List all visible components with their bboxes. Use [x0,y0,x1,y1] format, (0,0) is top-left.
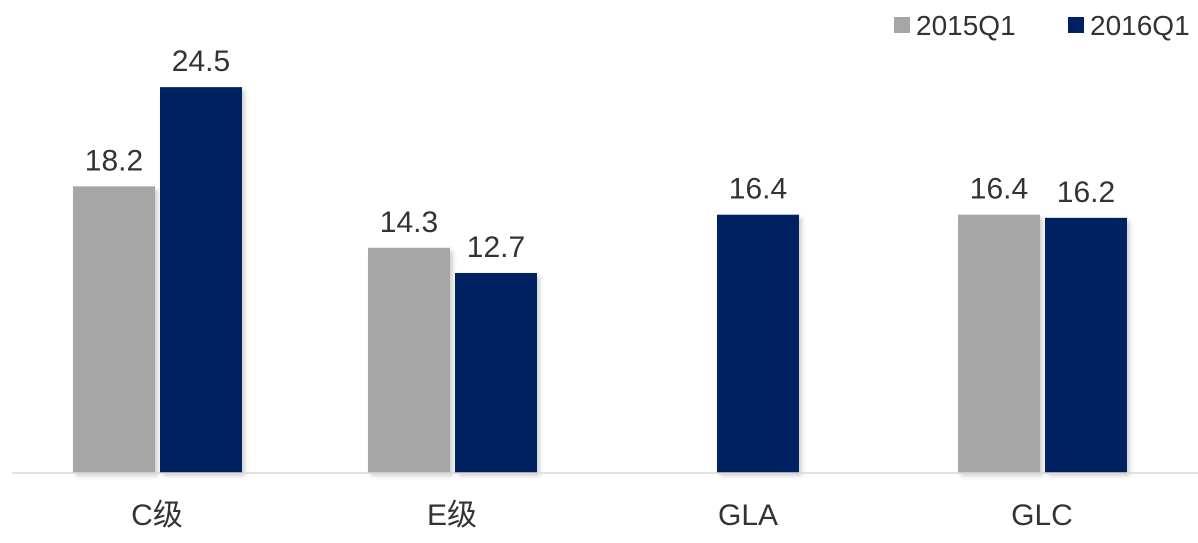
legend-swatch-2016q1 [1068,17,1084,33]
legend-label-2015q1: 2015Q1 [916,10,1016,41]
bar-e-2016q1 [455,272,537,473]
legend-label-2016q1: 2016Q1 [1090,10,1190,41]
bar-gla-2016q1 [717,214,799,473]
data-label-e-2015q1: 14.3 [380,206,438,239]
data-label-c-2015q1: 18.2 [85,144,143,177]
data-labels-group: 18.2 24.5 14.3 12.7 16.4 16.4 16.2 [85,45,1115,264]
bar-e-2015q1 [368,247,450,473]
category-label-gla: GLA [718,499,778,532]
legend: 2015Q1 2016Q1 [894,10,1190,41]
category-label-glc: GLC [1011,499,1073,532]
data-label-gla-2016q1: 16.4 [729,173,787,206]
data-label-e-2016q1: 12.7 [467,231,525,264]
bars-group [73,87,1127,473]
bar-glc-2016q1 [1045,217,1127,473]
category-label-e: E级 [427,499,477,532]
bar-c-2015q1 [73,186,155,473]
category-labels-group: C级 E级 GLA GLC [131,499,1073,532]
bar-c-2016q1 [160,87,242,473]
legend-swatch-2015q1 [894,17,910,33]
data-label-glc-2015q1: 16.4 [970,173,1028,206]
data-label-c-2016q1: 24.5 [172,45,230,78]
data-label-glc-2016q1: 16.2 [1057,176,1115,209]
bar-glc-2015q1 [958,214,1040,473]
category-label-c: C级 [131,499,183,532]
